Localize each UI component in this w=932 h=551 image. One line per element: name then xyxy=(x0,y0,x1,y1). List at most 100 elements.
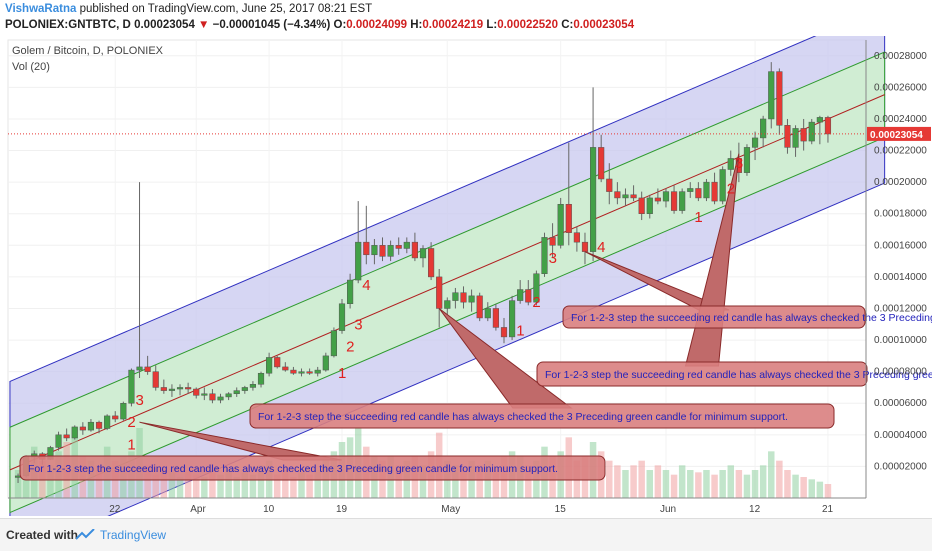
candle-body[interactable] xyxy=(419,248,427,259)
candle-body[interactable] xyxy=(614,191,621,199)
candle-body[interactable] xyxy=(589,147,597,252)
candle-body[interactable] xyxy=(120,402,127,420)
candle-body[interactable] xyxy=(355,241,362,281)
candle-body[interactable] xyxy=(509,300,516,338)
candle-body[interactable] xyxy=(387,245,394,257)
candle-body[interactable] xyxy=(79,426,86,431)
candle-body[interactable] xyxy=(152,371,159,388)
chart-area[interactable]: For 1-2-3 step the succeeding red candle… xyxy=(0,5,932,551)
annotation-box[interactable] xyxy=(562,305,866,329)
annotation-box[interactable] xyxy=(536,361,868,387)
candle-body[interactable] xyxy=(711,181,718,202)
candle-body[interactable] xyxy=(824,117,832,135)
candle-body[interactable] xyxy=(484,308,491,319)
candle-body[interactable] xyxy=(500,327,508,338)
candle-body[interactable] xyxy=(249,384,257,388)
candle-body[interactable] xyxy=(225,393,232,398)
candle-body[interactable] xyxy=(743,147,751,173)
candle-body[interactable] xyxy=(565,203,572,233)
candle-body[interactable] xyxy=(541,237,548,274)
candle-body[interactable] xyxy=(638,197,645,214)
candle-body[interactable] xyxy=(808,121,815,142)
candle-body[interactable] xyxy=(233,390,240,395)
candle-body[interactable] xyxy=(533,273,540,303)
candle-body[interactable] xyxy=(63,434,70,439)
candle-body[interactable] xyxy=(176,387,184,390)
candle-body[interactable] xyxy=(662,191,670,202)
candle-body[interactable] xyxy=(112,415,119,420)
candle-body[interactable] xyxy=(266,357,273,374)
candle-body[interactable] xyxy=(784,125,791,148)
candle-body[interactable] xyxy=(55,434,62,448)
candle-body[interactable] xyxy=(128,369,135,404)
candle-body[interactable] xyxy=(816,117,823,123)
candle-body[interactable] xyxy=(703,181,710,199)
candle-body[interactable] xyxy=(193,388,200,396)
candle-body[interactable] xyxy=(330,330,337,357)
candle-body[interactable] xyxy=(87,421,95,431)
candle-body[interactable] xyxy=(800,128,807,142)
candle-body[interactable] xyxy=(751,137,759,148)
candle-body[interactable] xyxy=(719,169,726,202)
annotation-box[interactable] xyxy=(19,455,606,481)
candle-body[interactable] xyxy=(581,241,589,252)
candle-body[interactable] xyxy=(436,276,443,309)
candle-body[interactable] xyxy=(557,203,564,246)
candle-body[interactable] xyxy=(185,387,192,390)
candle-body[interactable] xyxy=(257,372,265,385)
candle-body[interactable] xyxy=(209,393,216,401)
candle-body[interactable] xyxy=(282,366,289,371)
candle-body[interactable] xyxy=(598,147,605,180)
candle-body[interactable] xyxy=(347,279,354,304)
candle-body[interactable] xyxy=(727,158,734,170)
candle-body[interactable] xyxy=(379,245,386,257)
candle-body[interactable] xyxy=(395,245,402,249)
candle-body[interactable] xyxy=(460,292,467,303)
candle-body[interactable] xyxy=(760,118,767,139)
candle-body[interactable] xyxy=(104,415,111,429)
candle-body[interactable] xyxy=(444,300,451,309)
candle-body[interactable] xyxy=(646,197,653,214)
candle-body[interactable] xyxy=(160,387,167,391)
candle-body[interactable] xyxy=(363,241,370,256)
candle-body[interactable] xyxy=(630,194,637,199)
candle-body[interactable] xyxy=(452,292,459,301)
candle-body[interactable] xyxy=(468,295,475,303)
candle-body[interactable] xyxy=(549,237,556,246)
candle-body[interactable] xyxy=(670,191,678,211)
candle-body[interactable] xyxy=(217,396,224,401)
candle-body[interactable] xyxy=(274,357,281,368)
candle-body[interactable] xyxy=(573,232,580,243)
candle-body[interactable] xyxy=(306,371,313,374)
author-link[interactable]: VishwaRatna xyxy=(5,3,77,15)
candle-body[interactable] xyxy=(679,191,686,211)
price-chart[interactable]: For 1-2-3 step the succeeding red candle… xyxy=(0,5,932,551)
candle-body[interactable] xyxy=(492,308,499,328)
candle-body[interactable] xyxy=(517,289,524,301)
candle-body[interactable] xyxy=(95,421,103,429)
candle-body[interactable] xyxy=(476,295,483,319)
candle-body[interactable] xyxy=(768,71,775,120)
candle-body[interactable] xyxy=(792,128,799,148)
candle-body[interactable] xyxy=(290,369,297,374)
candle-body[interactable] xyxy=(371,245,378,256)
candle-body[interactable] xyxy=(338,303,346,331)
annotation-box[interactable] xyxy=(249,403,835,429)
candle-body[interactable] xyxy=(241,387,248,391)
candle-body[interactable] xyxy=(428,248,435,278)
candle-body[interactable] xyxy=(71,426,78,439)
candle-body[interactable] xyxy=(322,355,329,371)
candle-body[interactable] xyxy=(687,188,694,192)
candle-body[interactable] xyxy=(622,194,629,199)
tradingview-brand-link[interactable]: TradingView xyxy=(100,528,167,542)
candle-body[interactable] xyxy=(411,241,418,259)
candle-body[interactable] xyxy=(144,366,151,372)
candle-body[interactable] xyxy=(525,289,532,303)
candle-body[interactable] xyxy=(298,371,305,374)
candle-body[interactable] xyxy=(776,71,783,126)
candle-body[interactable] xyxy=(314,369,321,374)
candle-body[interactable] xyxy=(168,388,176,391)
candle-body[interactable] xyxy=(403,241,410,249)
candle-body[interactable] xyxy=(136,366,143,371)
candle-body[interactable] xyxy=(654,197,661,202)
